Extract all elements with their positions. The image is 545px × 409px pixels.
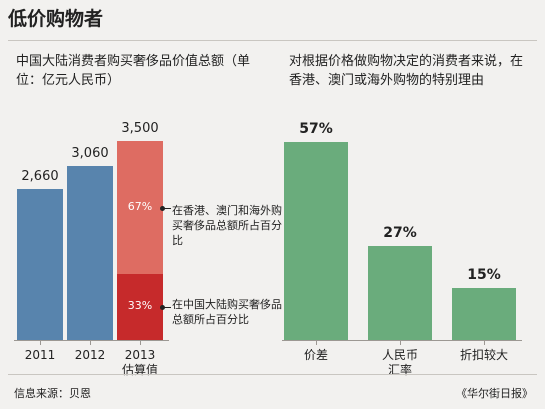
title-divider xyxy=(8,40,537,41)
x-tick-reason-0 xyxy=(316,340,317,345)
value-label-reason-2: 15% xyxy=(467,266,501,283)
right-chart-subtitle: 对根据价格做购物决定的消费者来说，在香港、澳门或海外购物的特别理由 xyxy=(289,54,524,88)
x-label-line: 价差 xyxy=(303,348,328,362)
bar-2011 xyxy=(17,188,63,340)
brand-credit: 《华尔街日报》 xyxy=(456,387,533,400)
page-title: 低价购物者 xyxy=(8,8,104,30)
x-label-line: 折扣较大 xyxy=(459,348,508,362)
value-label-0: 2,660 xyxy=(21,168,59,184)
bar-2013-mainland xyxy=(117,274,163,340)
left-x-axis xyxy=(14,340,169,341)
x-label-line: 人民币 xyxy=(381,348,418,362)
value-label-1: 3,060 xyxy=(71,146,109,162)
x-tick-reason-1 xyxy=(400,340,401,345)
leader-dot-overseas xyxy=(160,205,165,211)
bar-reason-2 xyxy=(452,287,516,340)
value-label-reason-0: 57% xyxy=(299,121,333,137)
bar-2013-overseas xyxy=(117,141,163,275)
left-chart-subtitle: 中国大陆消费者购买奢侈品价值总额（单位：亿元人民币） xyxy=(16,54,251,88)
source-note: 信息来源：贝恩 xyxy=(14,387,91,400)
leader-dot-mainland xyxy=(160,305,165,311)
annotation-overseas: 在香港、澳门和海外购买奢侈品总额所占百分比 xyxy=(172,204,282,247)
footer-divider xyxy=(8,374,537,375)
x-tick-0 xyxy=(40,340,41,345)
bar-reason-0 xyxy=(284,142,348,340)
value-label-2: 3,500 xyxy=(121,121,159,136)
x-label-reason-0: 价差 xyxy=(276,348,356,363)
x-tick-reason-2 xyxy=(484,340,485,345)
value-label-reason-1: 27% xyxy=(383,225,417,242)
bar-2012 xyxy=(67,166,113,340)
leader-line-overseas xyxy=(163,207,171,209)
x-label-line: 2011 xyxy=(24,348,56,362)
x-label-reason-2: 折扣较大 xyxy=(444,348,524,363)
x-label-line: 估算值 xyxy=(121,363,158,377)
x-tick-2 xyxy=(140,340,141,345)
leader-line-mainland xyxy=(163,307,171,309)
x-label-line: 2013 xyxy=(124,348,156,362)
x-tick-1 xyxy=(90,340,91,345)
x-label-1: 2012 xyxy=(55,348,125,363)
x-label-2: 2013 估算值 xyxy=(105,348,175,378)
x-label-line: 汇率 xyxy=(387,363,412,377)
pct-label-overseas: 67% xyxy=(127,199,153,213)
x-label-0: 2011 xyxy=(5,348,75,363)
x-label-reason-1: 人民币 汇率 xyxy=(360,348,440,378)
x-label-line: 2012 xyxy=(74,348,106,362)
bar-reason-1 xyxy=(368,246,432,340)
annotation-mainland: 在中国大陆购买奢侈品总额所占百分比 xyxy=(172,298,282,326)
right-x-axis xyxy=(282,340,522,341)
pct-label-mainland: 33% xyxy=(127,299,153,313)
